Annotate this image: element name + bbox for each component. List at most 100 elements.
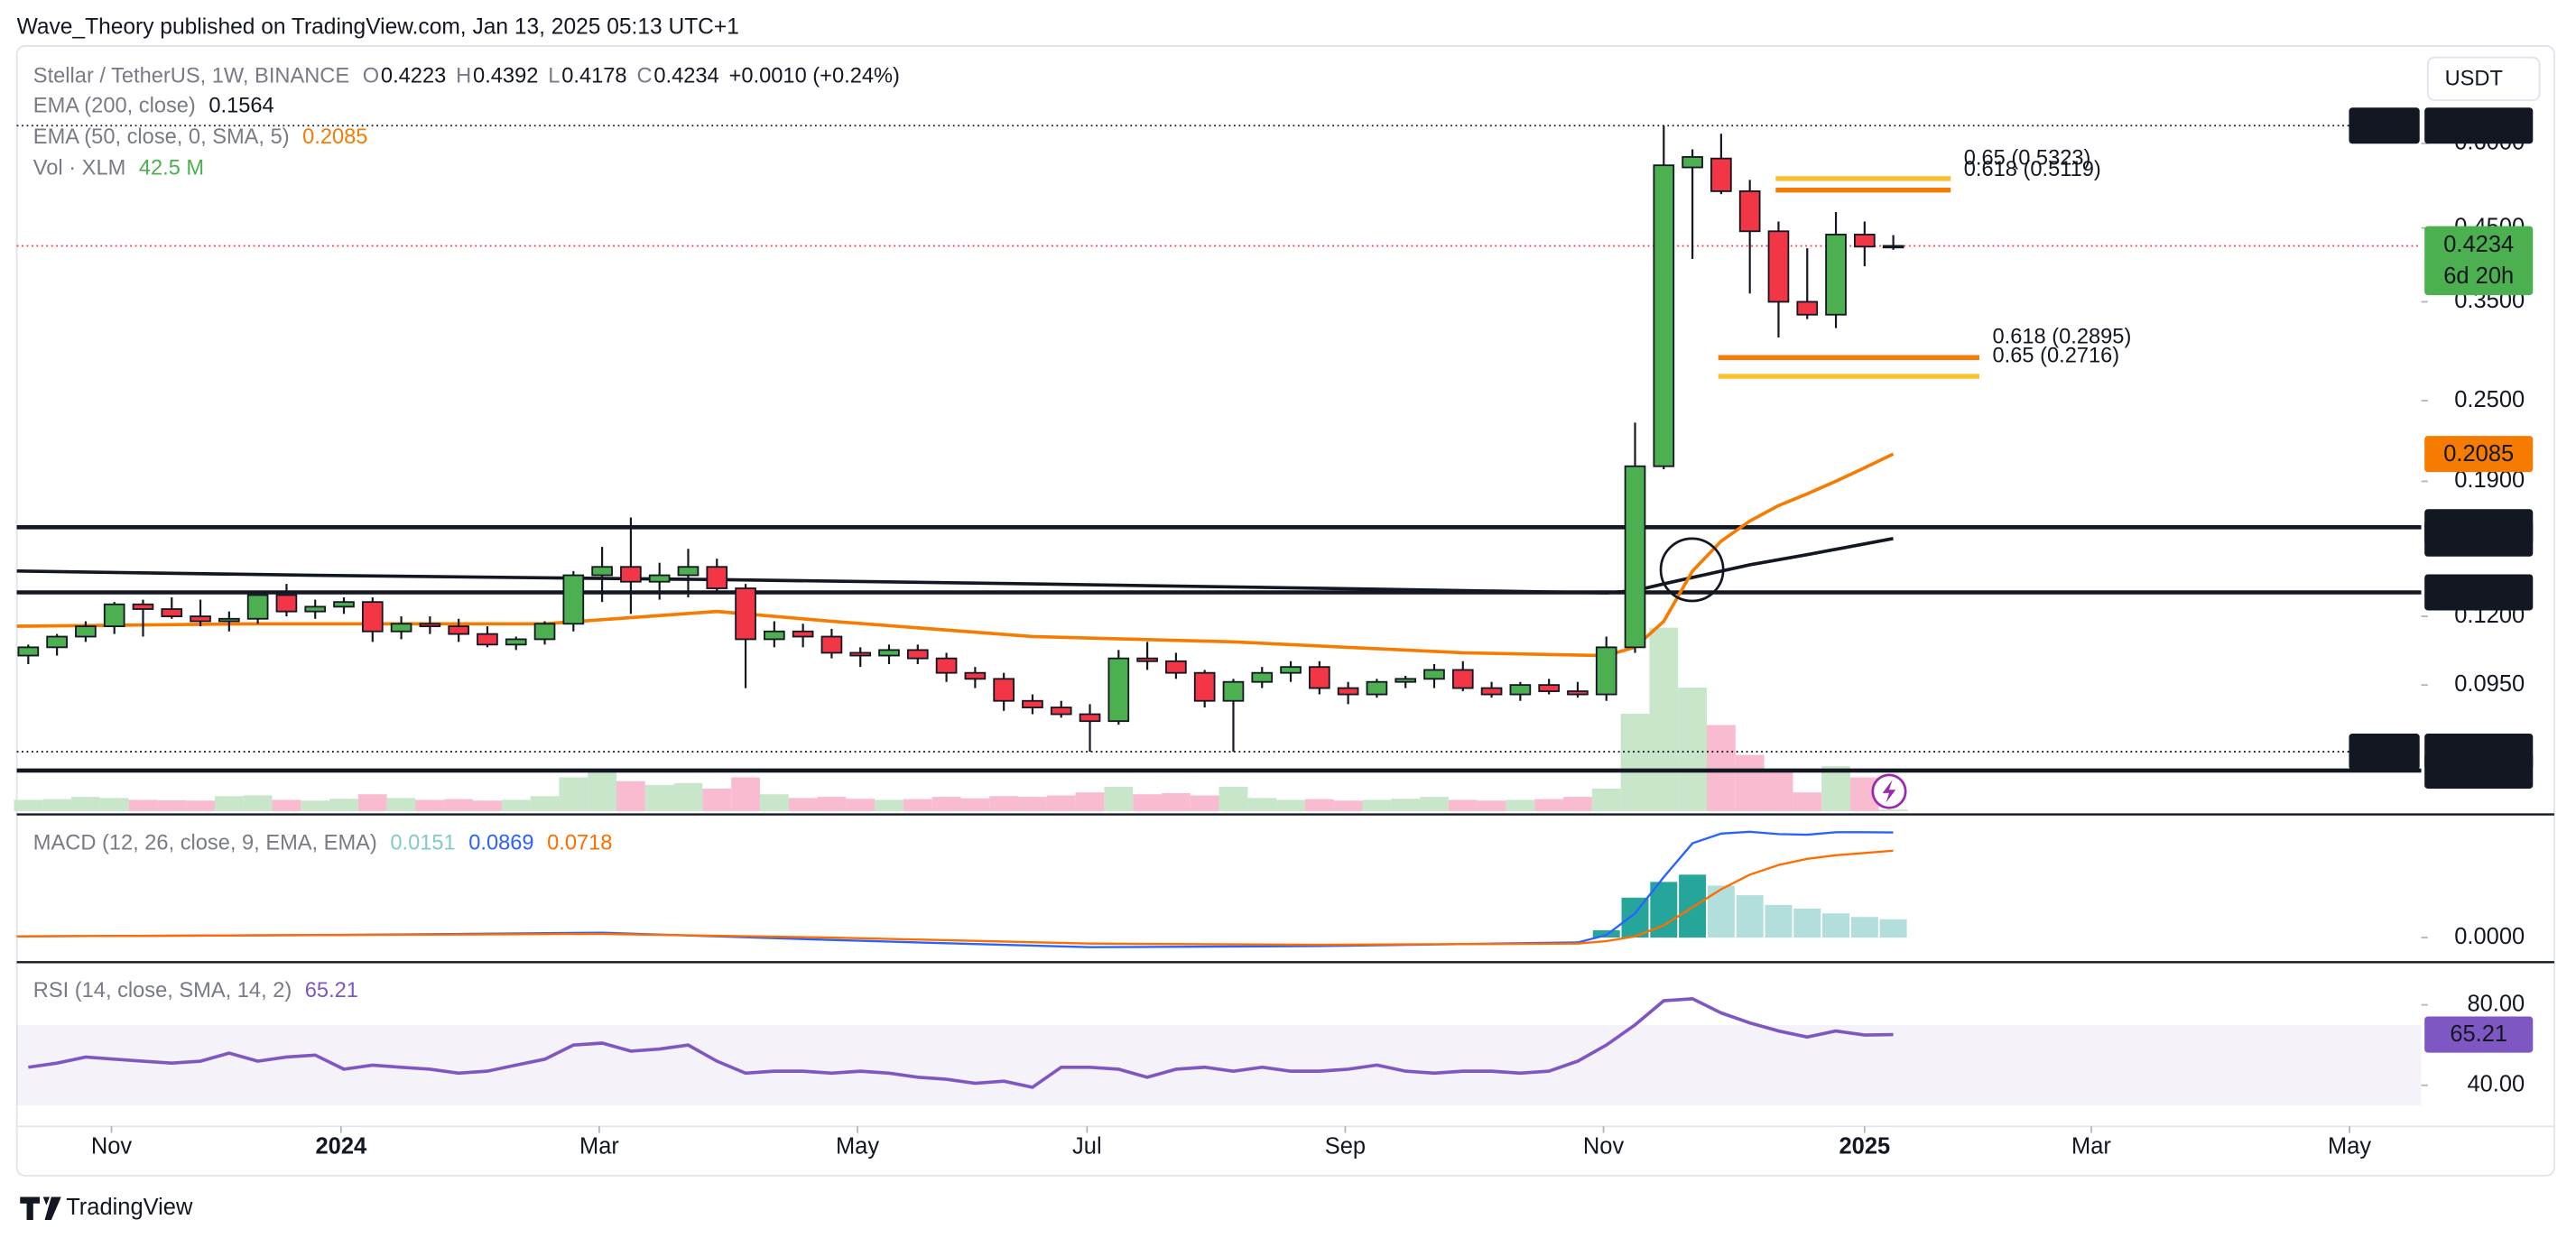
candle-body — [1854, 234, 1876, 248]
candle-body — [1222, 680, 1245, 702]
volume-bar — [415, 799, 445, 811]
candle-body — [1796, 300, 1819, 316]
volume-bar — [1276, 799, 1305, 811]
x-tick-label: Nov — [91, 1134, 133, 1159]
macd-title: MACD (12, 26, close, 9, EMA, EMA) — [33, 832, 377, 855]
candle-body — [1882, 245, 1904, 249]
macd-hist — [1765, 904, 1793, 938]
volume-bar — [1678, 687, 1707, 811]
volume-bar — [1649, 627, 1679, 811]
fib-label: 0.65 (0.5323) — [1964, 146, 2091, 170]
annotation-circle — [1659, 537, 1725, 603]
volume-bar — [673, 782, 703, 811]
volume-bar — [759, 794, 789, 811]
candle-body — [1567, 690, 1589, 696]
macd-tick-label: 0.0000 — [2454, 924, 2525, 949]
candle-body — [1395, 678, 1417, 683]
x-tick-label: Jul — [1072, 1134, 1102, 1159]
volume-bar — [501, 799, 531, 811]
candle-body — [677, 566, 700, 577]
candle-body — [1251, 671, 1274, 683]
ema-name: EMA (50, close, 0, SMA, 5) — [33, 125, 290, 149]
volume-bar — [386, 798, 416, 811]
candle-body — [792, 630, 814, 638]
ohlc-value: 0.4234 — [653, 65, 718, 88]
candle-body — [993, 678, 1015, 702]
volume-bar — [788, 798, 818, 811]
fib-label: 0.65 (0.2716) — [1993, 344, 2120, 367]
ema-value: 0.1564 — [208, 95, 273, 118]
volume-bar — [1764, 770, 1793, 811]
candle-body — [878, 649, 900, 657]
x-tick-label: Mar — [2071, 1134, 2111, 1159]
x-tick-label: Sep — [1325, 1134, 1366, 1159]
volume-bar — [444, 799, 474, 811]
ohlc-key: C — [636, 65, 652, 88]
ema-price-label-box — [2424, 436, 2534, 473]
volume-bar — [960, 798, 990, 811]
extreme-name: Low — [2363, 739, 2405, 764]
extreme-price-label-box — [2424, 107, 2534, 144]
volume-bar — [875, 799, 903, 811]
candle-body — [706, 566, 728, 589]
candle-body — [1193, 671, 1216, 702]
rsi-band — [16, 1024, 2422, 1106]
volume-name: Vol · XLM — [33, 157, 125, 180]
candle-body — [103, 603, 125, 627]
volume-bar — [1477, 800, 1506, 811]
ohlc-value: 0.4223 — [381, 65, 446, 88]
publisher: Wave_Theory published on TradingView.com… — [17, 14, 739, 39]
currency-button[interactable] — [2426, 56, 2541, 101]
volume-bar — [702, 789, 732, 811]
macd-hist-value: 0.0151 — [390, 832, 455, 855]
volume-bar — [530, 796, 560, 811]
candle-body — [304, 605, 327, 613]
candle-body — [935, 657, 958, 674]
layers: 0.60000.45000.35000.25000.19000.12000.09… — [14, 65, 2554, 1159]
volume-bar — [42, 799, 72, 811]
signal-line — [16, 849, 1894, 947]
volume-bar — [14, 799, 43, 811]
volume-bar — [1362, 799, 1392, 811]
volume-bar — [214, 796, 244, 811]
rsi-price-label: 65.21 — [2450, 1021, 2507, 1047]
ohlc-key: O — [363, 65, 379, 88]
volume-bar — [272, 799, 301, 811]
candle-body — [1595, 646, 1617, 696]
candle-body — [1309, 666, 1330, 689]
candle-body — [390, 623, 412, 633]
ema-legend: EMA (200, close) 0.1564 — [33, 95, 274, 118]
brand-logo — [20, 1196, 61, 1220]
candle-body — [964, 671, 987, 680]
macd-hist — [1621, 897, 1649, 938]
change: +0.0010 (+0.24%) — [729, 65, 900, 88]
candle-body — [820, 635, 843, 654]
macd-hist — [1822, 913, 1850, 938]
candle-body — [1653, 164, 1675, 467]
volume-bar — [1104, 786, 1134, 811]
y-tick-label: 0.2500 — [2454, 387, 2525, 412]
volume-bar — [1563, 797, 1592, 811]
candle-body — [275, 594, 298, 613]
candle-body — [17, 646, 40, 657]
ema-line — [16, 537, 1894, 595]
currency[interactable]: USDT — [2445, 68, 2503, 91]
candle-body — [591, 566, 613, 577]
volume-bar — [1620, 714, 1650, 811]
candle-body — [477, 633, 498, 646]
candle-body — [1682, 156, 1703, 169]
candle-body — [735, 587, 756, 641]
volume-legend: Vol · XLM 42.5 M — [33, 157, 204, 180]
x-tick-label: May — [836, 1134, 879, 1159]
candle-body — [190, 615, 211, 623]
extreme-price-label: 0.0757 — [2443, 739, 2514, 764]
candle-body — [1280, 666, 1302, 674]
volume-bar — [1075, 792, 1105, 811]
candle-body — [448, 625, 469, 635]
ema-line — [16, 452, 1895, 658]
volume-value: 42.5 M — [139, 157, 204, 180]
candle-body — [419, 623, 441, 627]
volume-bar — [1821, 766, 1850, 811]
volume-bar — [588, 770, 617, 811]
volume-bar — [157, 799, 187, 811]
